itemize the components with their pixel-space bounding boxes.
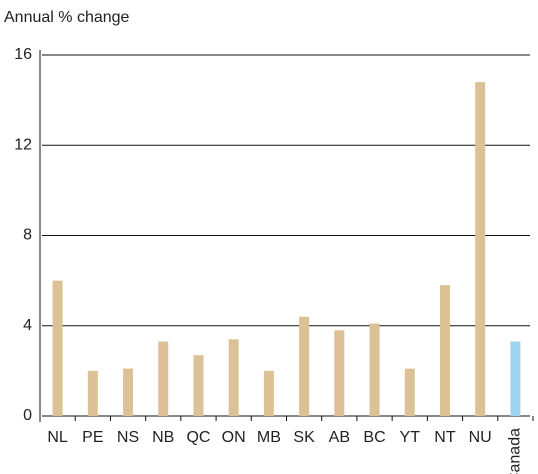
bar	[404, 368, 415, 416]
x-tick-label: PE	[82, 429, 103, 446]
bar	[52, 280, 63, 416]
bar	[475, 82, 486, 416]
bar	[299, 316, 310, 416]
y-tick-label: 8	[23, 227, 32, 244]
x-tick-label: ON	[222, 429, 246, 446]
x-tick-label: MB	[257, 429, 281, 446]
bar	[123, 368, 134, 416]
y-tick-label: 0	[23, 407, 32, 424]
y-tick-label: 4	[23, 317, 32, 334]
x-tick-label: QC	[186, 429, 210, 446]
bar	[158, 341, 169, 416]
bar	[193, 355, 204, 416]
x-tick-label: BC	[363, 429, 385, 446]
x-tick-label: SK	[293, 429, 315, 446]
x-tick-label: NT	[434, 429, 456, 446]
x-tick-label: NU	[469, 429, 492, 446]
bar	[87, 370, 98, 416]
x-tick-label: NB	[152, 429, 174, 446]
bar	[263, 370, 274, 416]
bar	[369, 323, 380, 416]
x-tick-label: AB	[329, 429, 350, 446]
bar	[334, 330, 345, 416]
y-tick-label: 16	[14, 46, 32, 63]
bar	[228, 339, 239, 416]
x-tick-label: Canada	[507, 428, 524, 474]
x-tick-label: NS	[117, 429, 139, 446]
bar	[510, 341, 521, 416]
x-tick-label: NL	[47, 429, 68, 446]
bar	[439, 285, 450, 416]
y-axis-label: Annual % change	[4, 9, 130, 26]
x-tick-label: YT	[400, 429, 421, 446]
y-tick-label: 12	[14, 136, 32, 153]
